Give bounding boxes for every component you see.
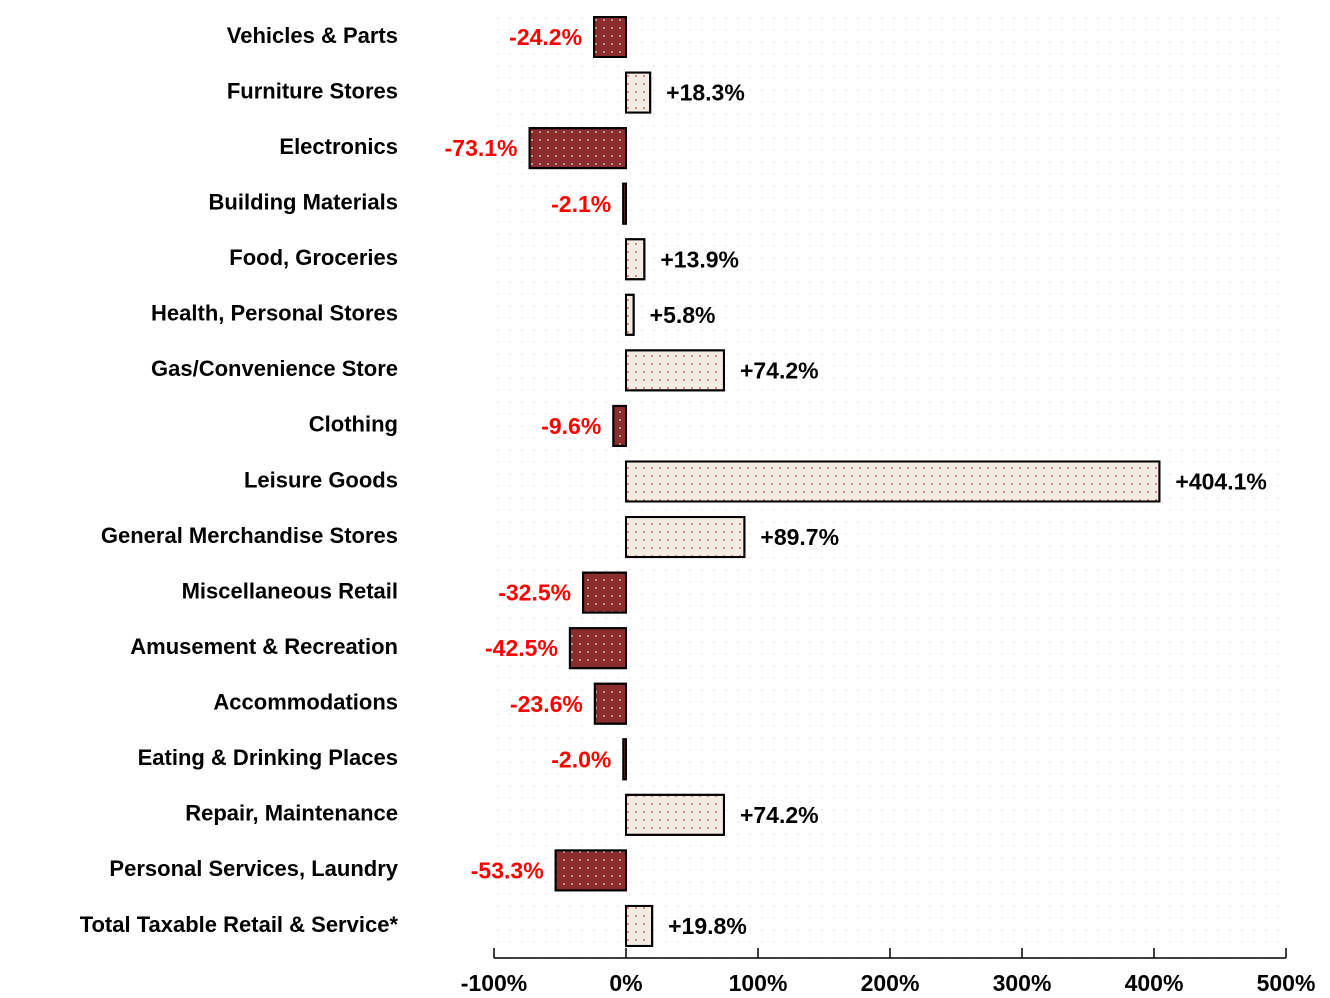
category-label: Building Materials	[209, 189, 398, 214]
category-label: Vehicles & Parts	[227, 23, 398, 48]
bar-pattern	[625, 460, 1161, 503]
value-label: +19.8%	[668, 913, 747, 939]
category-label: Health, Personal Stores	[151, 301, 398, 326]
bar-pattern	[625, 349, 725, 392]
category-label: Repair, Maintenance	[185, 801, 398, 826]
category-label: Accommodations	[213, 690, 398, 715]
bar-pattern	[554, 849, 627, 892]
category-label: Personal Services, Laundry	[109, 856, 398, 881]
bar-pattern	[625, 516, 746, 559]
bar-pattern	[625, 904, 654, 947]
x-tick-label: 400%	[1125, 970, 1184, 996]
bar-pattern	[625, 238, 646, 281]
x-tick-label: 200%	[861, 970, 920, 996]
value-label: -9.6%	[541, 413, 601, 439]
value-label: -53.3%	[471, 857, 544, 883]
category-label: Miscellaneous Retail	[182, 578, 398, 603]
category-label: Eating & Drinking Places	[138, 745, 398, 770]
category-label: Electronics	[279, 134, 398, 159]
value-label: -24.2%	[509, 24, 582, 50]
value-label: -2.0%	[551, 746, 611, 772]
value-label: +74.2%	[740, 357, 819, 383]
bar-pattern	[568, 627, 628, 670]
bar-pattern	[622, 738, 627, 781]
category-label: Furniture Stores	[227, 78, 398, 103]
value-label: -32.5%	[498, 580, 571, 606]
x-tick-label: -100%	[461, 970, 527, 996]
bar-pattern	[625, 71, 652, 114]
x-tick-label: 500%	[1257, 970, 1316, 996]
value-label: +74.2%	[740, 802, 819, 828]
category-label: Food, Groceries	[229, 245, 398, 270]
value-label: +18.3%	[666, 80, 745, 106]
bar-pattern	[593, 682, 628, 725]
bar-pattern	[625, 793, 725, 836]
category-label: Amusement & Recreation	[130, 634, 398, 659]
value-label: +404.1%	[1175, 469, 1266, 495]
x-tick-label: 100%	[729, 970, 788, 996]
value-label: -42.5%	[485, 635, 558, 661]
value-label: +13.9%	[660, 246, 739, 272]
value-label: +5.8%	[650, 302, 716, 328]
category-label: Total Taxable Retail & Service*	[80, 912, 399, 937]
category-label: Leisure Goods	[244, 467, 398, 492]
bar-pattern	[582, 571, 627, 614]
value-label: -73.1%	[445, 135, 518, 161]
category-label: Gas/Convenience Store	[151, 356, 398, 381]
value-label: -23.6%	[510, 691, 583, 717]
bar-pattern	[528, 127, 627, 170]
bar-pattern	[625, 293, 635, 336]
value-label: -2.1%	[551, 191, 611, 217]
bar-pattern	[622, 182, 628, 225]
category-label: Clothing	[309, 412, 398, 437]
x-tick-label: 0%	[609, 970, 642, 996]
x-tick-label: 300%	[993, 970, 1052, 996]
value-label: +89.7%	[760, 524, 839, 550]
category-label: General Merchandise Stores	[101, 523, 398, 548]
bar-pattern	[612, 404, 628, 447]
bar-pattern	[593, 16, 628, 58]
